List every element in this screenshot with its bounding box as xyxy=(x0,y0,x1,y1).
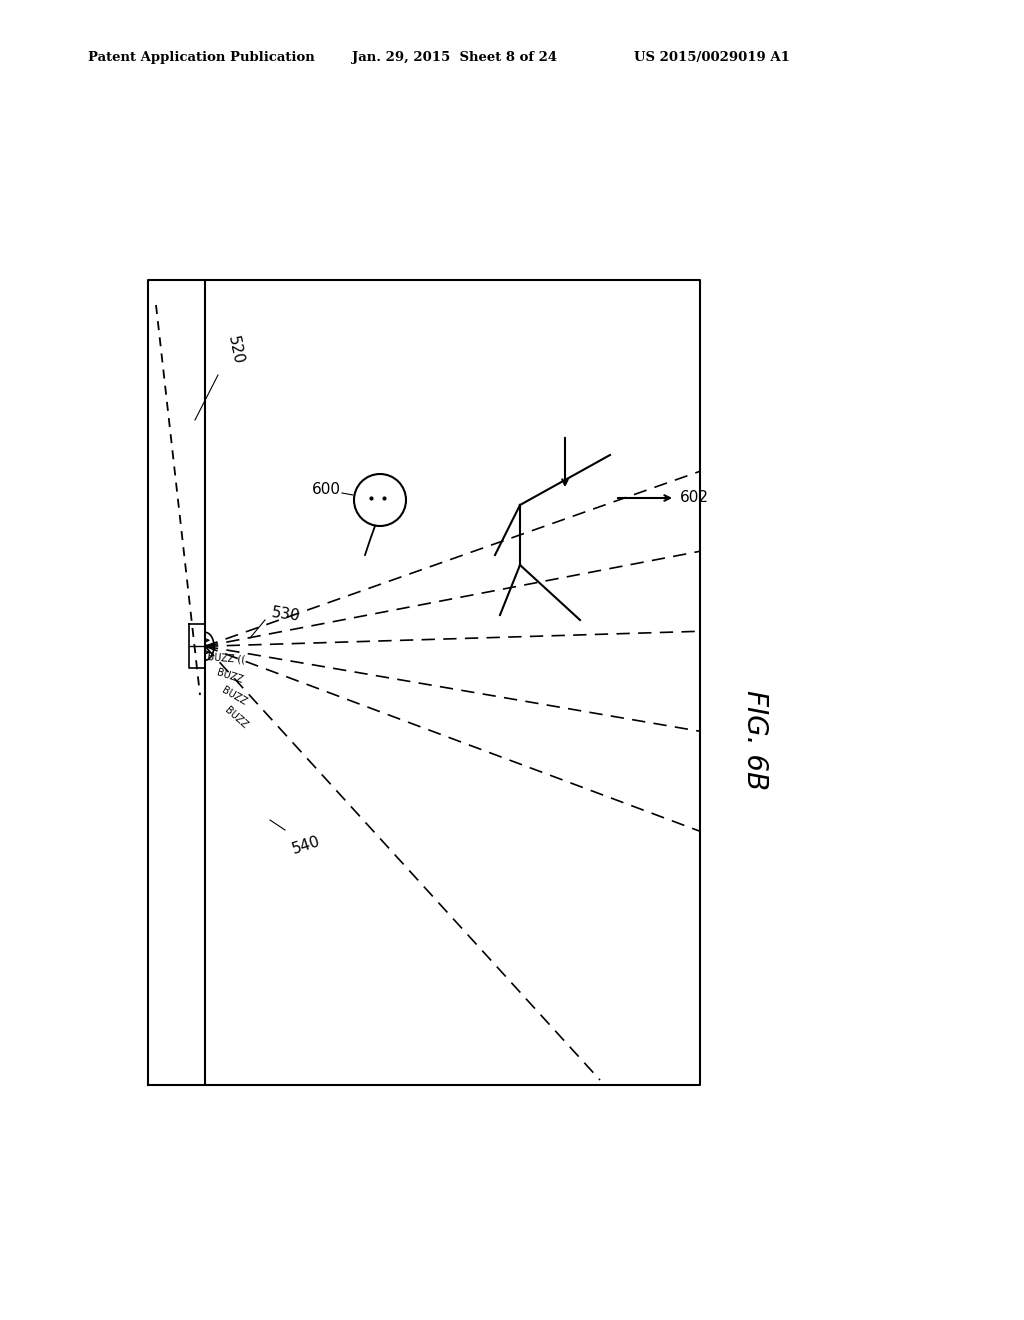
Text: Patent Application Publication: Patent Application Publication xyxy=(88,51,314,65)
Text: BUZZ ((: BUZZ (( xyxy=(207,652,246,665)
Text: Jan. 29, 2015  Sheet 8 of 24: Jan. 29, 2015 Sheet 8 of 24 xyxy=(352,51,557,65)
Text: 540: 540 xyxy=(290,833,323,857)
Text: 600: 600 xyxy=(312,483,341,498)
Text: 530: 530 xyxy=(270,606,301,624)
Text: FIG. 6B: FIG. 6B xyxy=(741,690,769,789)
Text: 602: 602 xyxy=(680,491,709,506)
Text: 520: 520 xyxy=(225,334,246,366)
Text: BUZZ: BUZZ xyxy=(223,705,250,731)
Text: BUZZ: BUZZ xyxy=(215,668,244,685)
Text: US 2015/0029019 A1: US 2015/0029019 A1 xyxy=(634,51,790,65)
Text: BUZZ: BUZZ xyxy=(220,685,249,708)
